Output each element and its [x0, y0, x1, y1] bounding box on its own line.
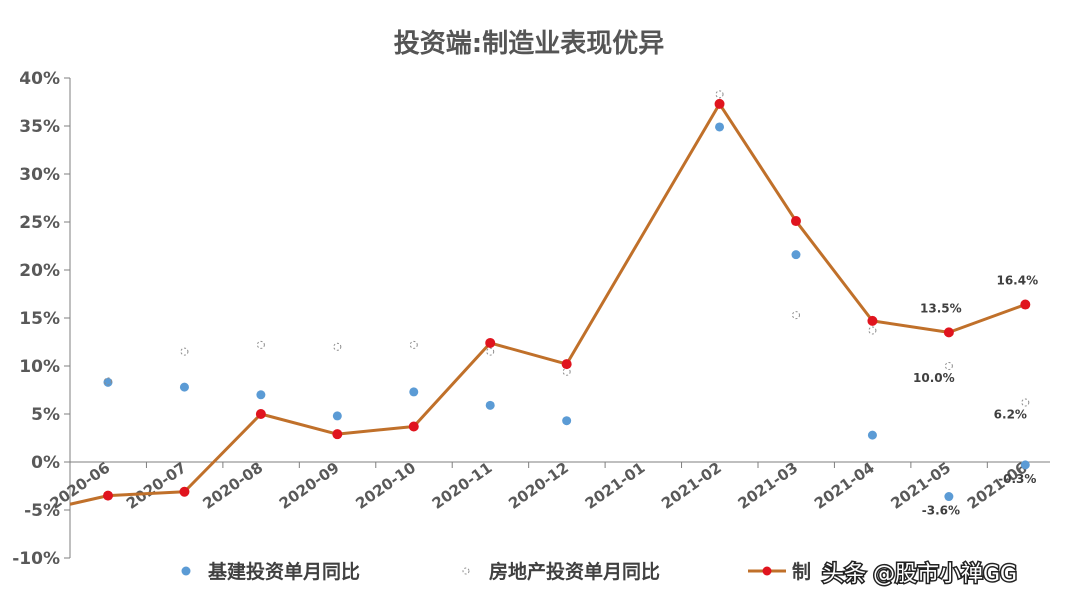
point-infrastructure	[1020, 460, 1030, 470]
y-tick-label: -10%	[12, 549, 60, 569]
watermark: 头条 @股市小禅GG	[822, 562, 1017, 587]
x-tick-label: 2020-11	[429, 459, 496, 513]
y-tick-label: 15%	[19, 309, 60, 329]
point-real-estate	[1021, 398, 1030, 407]
legend-label-manufacturing: 制	[792, 560, 811, 583]
point-real-estate	[256, 340, 265, 349]
data-labels: -3.6% -0.3% 10.0% 6.2% 13.5% 16.4%	[913, 274, 1038, 518]
point-manufacturing	[561, 359, 572, 370]
data-label-manu: 16.4%	[996, 274, 1038, 288]
y-tick-label: 30%	[19, 165, 60, 185]
point-manufacturing	[943, 327, 954, 338]
point-real-estate	[791, 311, 800, 320]
legend-label-real-estate: 房地产投资单月同比	[489, 560, 660, 583]
x-tick-label: 2021-01	[582, 459, 649, 513]
point-infrastructure	[256, 390, 266, 400]
y-tick-label: 35%	[19, 117, 60, 137]
point-manufacturing	[332, 429, 343, 440]
x-tick-label: 2020-12	[505, 459, 572, 513]
point-real-estate	[715, 90, 724, 99]
point-manufacturing	[408, 421, 419, 432]
point-manufacturing	[1020, 299, 1031, 310]
point-infrastructure	[715, 122, 725, 132]
y-tick-label: 25%	[19, 213, 60, 233]
legend-marker-real-estate	[462, 567, 470, 575]
point-infrastructure	[409, 387, 419, 397]
point-infrastructure	[562, 416, 572, 426]
x-tick-label: 2021-02	[658, 459, 725, 513]
chart-marks	[69, 90, 1031, 506]
y-tick-label: -5%	[24, 501, 60, 521]
x-tick-label: 2021-03	[735, 459, 802, 513]
point-manufacturing	[714, 98, 725, 109]
point-manufacturing	[255, 409, 266, 419]
point-manufacturing	[790, 216, 801, 227]
y-tick-label: 40%	[19, 69, 60, 89]
legend-marker-manufacturing	[762, 566, 772, 576]
point-manufacturing	[103, 490, 113, 501]
point-real-estate	[868, 326, 877, 335]
chart-title: 投资端:制造业表现优异	[394, 29, 664, 59]
point-real-estate	[104, 377, 112, 386]
point-manufacturing	[867, 315, 878, 326]
point-real-estate	[562, 367, 571, 376]
point-infrastructure	[179, 382, 189, 392]
point-real-estate	[180, 347, 189, 356]
data-label-estate: 6.2%	[994, 407, 1027, 421]
point-infrastructure	[332, 411, 342, 421]
point-real-estate	[409, 340, 418, 349]
data-label-infra: -0.3%	[998, 472, 1036, 486]
y-tick-label: 10%	[19, 357, 60, 377]
series-line-manufacturing	[69, 102, 1026, 506]
x-tick-label: 2020-09	[276, 459, 343, 513]
data-label-infra: -3.6%	[922, 504, 960, 518]
data-label-manu: 13.5%	[920, 301, 962, 315]
point-infrastructure	[867, 430, 877, 440]
y-tick-label: 5%	[31, 405, 60, 425]
y-tick-label: 20%	[19, 261, 60, 281]
point-real-estate	[333, 342, 342, 351]
point-infrastructure	[944, 492, 954, 502]
point-real-estate	[944, 362, 953, 370]
x-tick-label: 2020-10	[352, 459, 419, 513]
legend-label-infrastructure: 基建投资单月同比	[207, 560, 360, 583]
legend-marker-infrastructure	[181, 566, 191, 576]
point-infrastructure	[103, 377, 113, 387]
point-infrastructure	[485, 400, 495, 410]
point-manufacturing	[179, 486, 190, 497]
y-tick-label: 0%	[31, 453, 60, 473]
x-tick-label: 2020-07	[123, 459, 190, 513]
point-manufacturing	[485, 337, 496, 348]
x-tick-label: 2021-04	[811, 459, 878, 513]
legend: 基建投资单月同比 房地产投资单月同比 制	[181, 560, 811, 583]
point-infrastructure	[791, 250, 801, 260]
data-label-estate: 10.0%	[913, 371, 955, 385]
point-real-estate	[486, 347, 495, 356]
